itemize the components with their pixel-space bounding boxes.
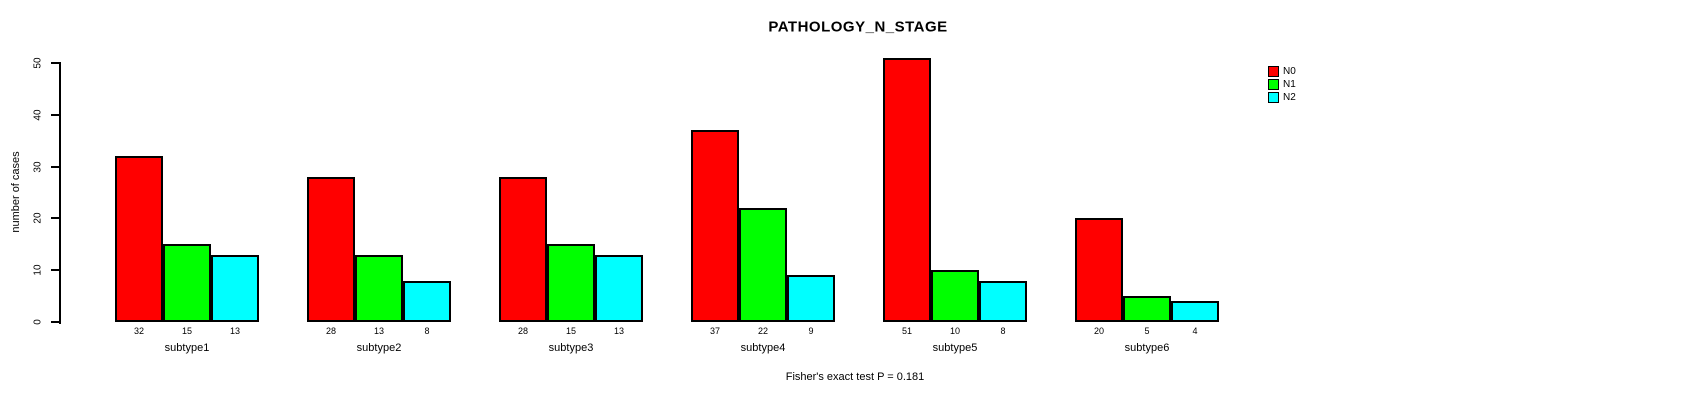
bar-subtype3-N2 xyxy=(595,255,643,322)
x-category-label: subtype5 xyxy=(932,342,978,354)
bar-value-label: 13 xyxy=(373,326,385,336)
y-axis-tick-label: 30 xyxy=(32,161,44,173)
legend-label-n1: N1 xyxy=(1283,79,1296,90)
bar-subtype2-N2 xyxy=(403,281,451,322)
bar-subtype1-N1 xyxy=(163,244,211,322)
bar-subtype2-N0 xyxy=(307,177,355,322)
legend-swatch-n1-icon xyxy=(1268,79,1279,90)
y-axis-tick xyxy=(51,165,59,168)
bar-subtype4-N0 xyxy=(691,130,739,322)
bar-value-label: 37 xyxy=(709,326,721,336)
legend-swatch-n0-icon xyxy=(1268,66,1279,77)
y-axis-tick xyxy=(51,217,59,220)
x-category-label: subtype1 xyxy=(164,342,210,354)
bar-value-label: 8 xyxy=(424,326,430,336)
y-axis-tick-label: 50 xyxy=(32,57,44,69)
bar-subtype3-N1 xyxy=(547,244,595,322)
bar-subtype5-N0 xyxy=(883,58,931,322)
bar-value-label: 22 xyxy=(757,326,769,336)
legend-item-n2: N2 xyxy=(1268,92,1296,103)
bar-value-label: 4 xyxy=(1192,326,1198,336)
bar-subtype6-N0 xyxy=(1075,218,1123,322)
bar-value-label: 5 xyxy=(1144,326,1150,336)
bar-value-label: 28 xyxy=(517,326,529,336)
bar-subtype1-N2 xyxy=(211,255,259,322)
y-axis-line xyxy=(59,62,61,324)
legend-swatch-n2-icon xyxy=(1268,92,1279,103)
bar-value-label: 13 xyxy=(229,326,241,336)
x-category-label: subtype4 xyxy=(740,342,786,354)
bar-value-label: 15 xyxy=(181,326,193,336)
y-axis-tick xyxy=(51,113,59,116)
legend-item-n0: N0 xyxy=(1268,66,1296,77)
bar-value-label: 10 xyxy=(949,326,961,336)
x-category-label: subtype3 xyxy=(548,342,594,354)
bar-subtype5-N2 xyxy=(979,281,1027,322)
y-axis-tick xyxy=(51,321,59,323)
x-category-label: subtype6 xyxy=(1124,342,1170,354)
bar-value-label: 20 xyxy=(1093,326,1105,336)
y-axis-tick-label: 40 xyxy=(32,109,44,121)
bar-value-label: 13 xyxy=(613,326,625,336)
y-axis-tick-label: 20 xyxy=(32,212,44,224)
bar-subtype4-N2 xyxy=(787,275,835,322)
bar-subtype2-N1 xyxy=(355,255,403,322)
bar-subtype6-N2 xyxy=(1171,301,1219,322)
x-category-label: subtype2 xyxy=(356,342,402,354)
bar-subtype5-N1 xyxy=(931,270,979,322)
y-axis-tick-label: 0 xyxy=(32,319,44,325)
bar-subtype1-N0 xyxy=(115,156,163,322)
bar-value-label: 51 xyxy=(901,326,913,336)
bar-value-label: 8 xyxy=(1000,326,1006,336)
chart-title: PATHOLOGY_N_STAGE xyxy=(768,18,948,36)
bar-value-label: 9 xyxy=(808,326,814,336)
bar-value-label: 28 xyxy=(325,326,337,336)
bar-subtype3-N0 xyxy=(499,177,547,322)
legend-item-n1: N1 xyxy=(1268,79,1296,90)
bar-subtype4-N1 xyxy=(739,208,787,322)
legend-label-n0: N0 xyxy=(1283,66,1296,77)
y-axis-tick xyxy=(51,62,59,64)
bar-subtype6-N1 xyxy=(1123,296,1171,322)
y-axis-tick-label: 10 xyxy=(32,264,44,276)
legend-label-n2: N2 xyxy=(1283,92,1296,103)
bar-value-label: 32 xyxy=(133,326,145,336)
bar-value-label: 15 xyxy=(565,326,577,336)
fisher-test-annotation: Fisher's exact test P = 0.181 xyxy=(785,371,925,383)
legend: N0 N1 N2 xyxy=(1268,66,1296,105)
y-axis-tick xyxy=(51,269,59,272)
